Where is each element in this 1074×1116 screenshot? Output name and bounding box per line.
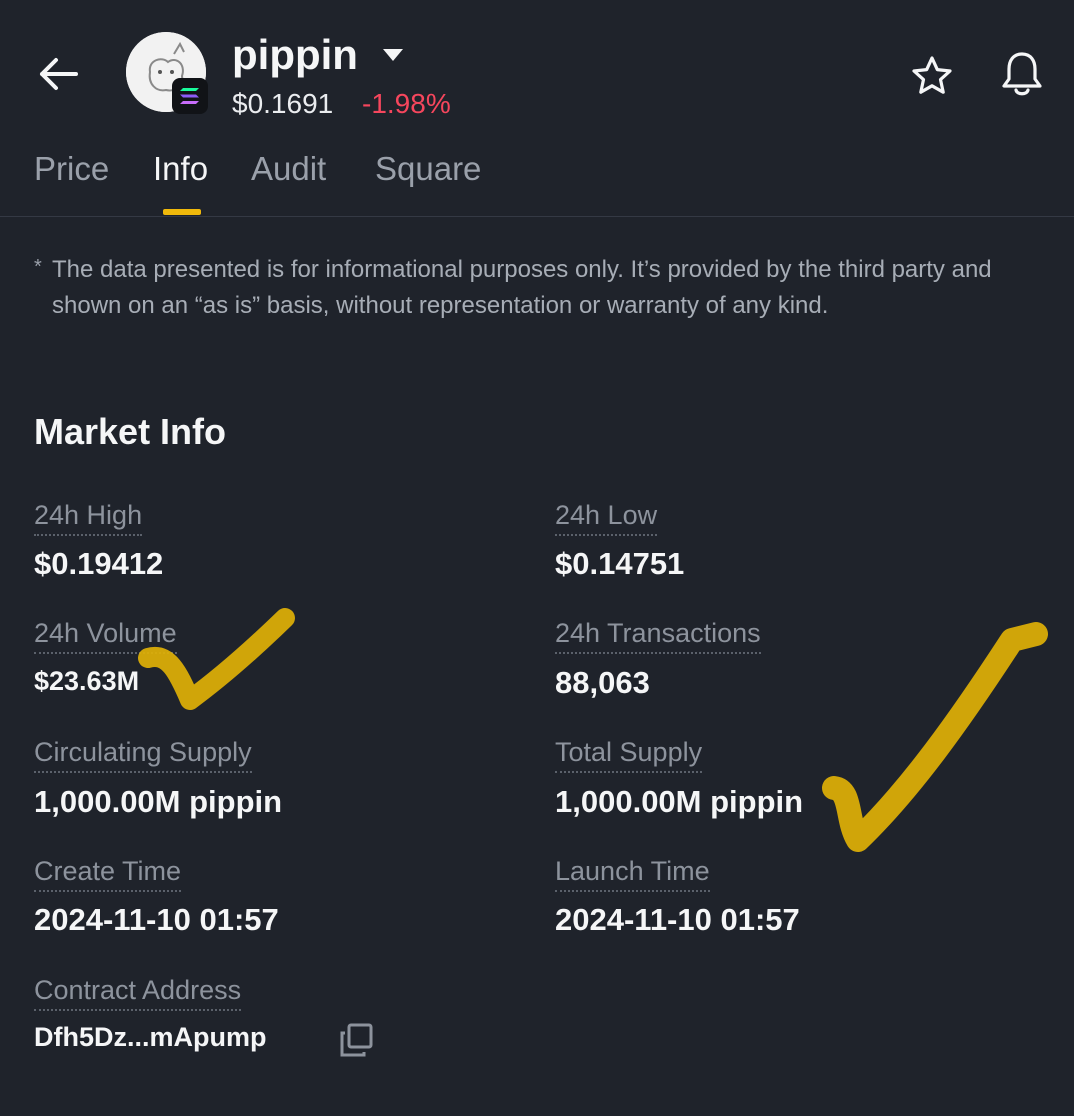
token-name[interactable]: pippin: [232, 31, 358, 78]
bell-icon: [1002, 52, 1042, 96]
tab-price[interactable]: Price: [34, 150, 110, 187]
arrow-left-icon: [40, 58, 78, 90]
value-24h-low: $0.14751: [555, 546, 685, 581]
token-price: $0.1691: [232, 88, 334, 119]
copy-icon: [340, 1023, 373, 1057]
tab-square[interactable]: Square: [375, 150, 482, 187]
disclaimer-text: The data presented is for informational …: [52, 256, 992, 319]
chain-badge: [172, 78, 208, 114]
value-create-time: 2024-11-10 01:57: [34, 902, 279, 937]
checkmark-supply: [822, 622, 1048, 852]
token-switch-dropdown[interactable]: [380, 44, 406, 66]
label-launch-time[interactable]: Launch Time: [555, 854, 710, 892]
tab-audit[interactable]: Audit: [251, 150, 327, 187]
back-button[interactable]: [30, 50, 86, 98]
value-total-supply: 1,000.00M pippin: [555, 784, 804, 819]
label-contract-address[interactable]: Contract Address: [34, 973, 242, 1011]
price-change: -1.98%: [362, 88, 451, 119]
label-circulating-supply[interactable]: Circulating Supply: [34, 735, 252, 773]
market-info-title: Market Info: [34, 411, 227, 452]
solana-icon: [180, 88, 199, 104]
value-24h-volume: $23.63M: [34, 666, 140, 696]
star-icon: [912, 56, 952, 94]
value-launch-time: 2024-11-10 01:57: [555, 902, 800, 937]
disclaimer-marker: *: [34, 256, 42, 278]
value-contract-address: Dfh5Dz...mApump: [34, 1022, 267, 1052]
label-24h-volume[interactable]: 24h Volume: [34, 616, 177, 654]
caret-down-icon: [383, 49, 403, 61]
label-total-supply[interactable]: Total Supply: [555, 735, 703, 773]
value-24h-transactions: 88,063: [555, 665, 650, 700]
label-create-time[interactable]: Create Time: [34, 854, 182, 892]
copy-address-button[interactable]: [334, 1018, 378, 1062]
alert-button[interactable]: [998, 50, 1046, 98]
tab-info[interactable]: Info: [153, 150, 209, 187]
label-24h-high[interactable]: 24h High: [34, 498, 143, 536]
tab-divider: [0, 216, 1074, 217]
label-24h-low[interactable]: 24h Low: [555, 498, 658, 536]
label-24h-transactions[interactable]: 24h Transactions: [555, 616, 761, 654]
value-24h-high: $0.19412: [34, 546, 164, 581]
value-circulating-supply: 1,000.00M pippin: [34, 784, 283, 819]
favorite-button[interactable]: [908, 52, 956, 100]
active-tab-indicator: [163, 209, 201, 215]
